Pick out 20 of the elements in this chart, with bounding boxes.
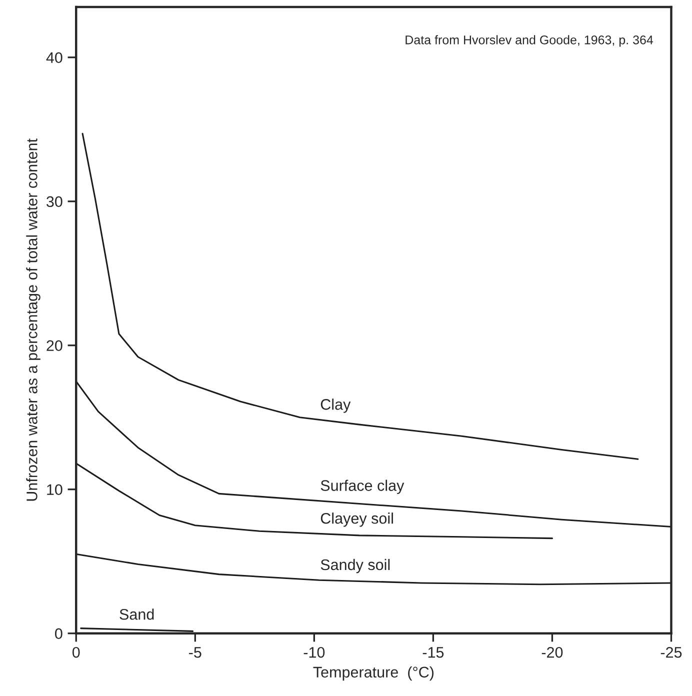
y-tick-label: 30	[46, 196, 62, 208]
series-label: Clay	[320, 398, 351, 413]
x-tick-label: 0	[72, 646, 80, 658]
x-tick-label: -10	[304, 646, 325, 658]
series-label: Sand	[120, 608, 154, 620]
y-tick-label: 0	[55, 628, 62, 640]
series-label: Surface clay	[320, 480, 404, 494]
x-tick-label: -25	[660, 646, 682, 658]
x-tick-label: -5	[189, 647, 202, 658]
annotation: Data from Hvorslev and Goode, 1963, p. 364	[406, 35, 654, 47]
y-tick-label: 10	[47, 484, 62, 496]
y-tick-label: 40	[46, 52, 62, 64]
series-label: Clayey soil	[320, 512, 393, 527]
series-label: Sandy soil	[320, 558, 390, 574]
x-tick-label: -15	[422, 647, 444, 658]
y-tick-label: 20	[46, 340, 62, 352]
x-axis-title: Temperature (°C)	[313, 666, 434, 681]
line-series	[82, 132, 639, 460]
x-tick-label: -20	[542, 646, 563, 658]
y-axis-title: Unfrozen water as a percentage of total water content	[26, 138, 40, 501]
